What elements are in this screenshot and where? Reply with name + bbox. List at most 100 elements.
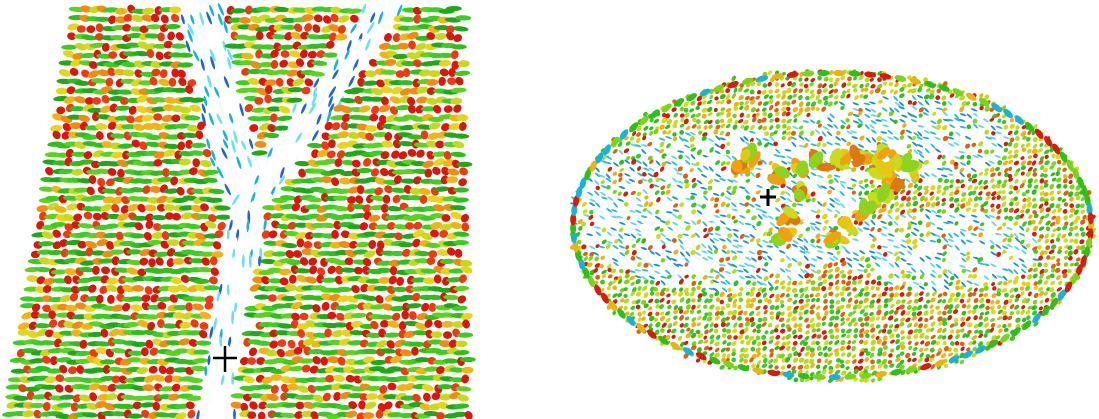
glyph [149, 76, 158, 86]
glyph [121, 61, 138, 68]
glyph [170, 176, 179, 186]
glyph [88, 175, 97, 185]
glyph [241, 67, 251, 76]
glyph [452, 187, 469, 193]
glyph [127, 203, 140, 212]
glyph [403, 184, 412, 194]
glyph [71, 151, 88, 157]
glyph [368, 96, 385, 102]
glyph [374, 187, 383, 196]
glyph [269, 113, 278, 123]
glyph [328, 86, 336, 98]
glyph [260, 44, 277, 50]
glyph [167, 239, 180, 247]
glyph [87, 70, 100, 78]
glyph [70, 59, 82, 67]
glyph [437, 52, 454, 59]
glyph [200, 58, 205, 71]
glyph [304, 78, 314, 87]
glyph [257, 194, 264, 205]
glyph [116, 89, 133, 95]
glyph [380, 69, 397, 75]
glyph [450, 87, 467, 93]
glyph [415, 105, 424, 114]
glyph [66, 203, 79, 211]
glyph [211, 149, 216, 161]
glyph [434, 33, 447, 40]
glyph [370, 12, 376, 23]
glyph [433, 25, 450, 31]
glyph [203, 95, 208, 106]
glyph [54, 206, 67, 213]
glyph [201, 113, 207, 126]
glyph [254, 140, 267, 148]
glyph [190, 14, 195, 25]
glyph [250, 61, 262, 69]
glyph [63, 195, 79, 201]
glyph [376, 31, 383, 42]
glyph [221, 147, 228, 159]
glyph [453, 34, 463, 43]
glyph [291, 178, 308, 184]
glyph [65, 148, 74, 158]
glyph [206, 21, 212, 33]
glyph [156, 195, 169, 204]
glyph [306, 197, 323, 203]
glyph [456, 161, 473, 167]
glyph [270, 59, 279, 69]
glyph [337, 25, 346, 34]
glyph [458, 178, 467, 187]
glyph [307, 142, 324, 149]
glyph [156, 203, 166, 212]
glyph [170, 43, 187, 49]
glyph [278, 106, 291, 114]
glyph [351, 66, 358, 77]
glyph [108, 15, 117, 25]
glyph [347, 196, 357, 204]
glyph [304, 23, 313, 32]
glyph [335, 33, 348, 41]
glyph [233, 130, 238, 144]
glyph [187, 29, 193, 43]
glyph [298, 168, 306, 178]
glyph [306, 34, 322, 40]
glyph [277, 130, 284, 141]
glyph [136, 95, 149, 103]
glyph [451, 60, 460, 70]
glyph [313, 78, 320, 88]
glyph [95, 123, 108, 130]
glyph [209, 48, 216, 62]
glyph [111, 203, 120, 213]
glyph [147, 196, 160, 204]
glyph [105, 77, 114, 87]
glyph [128, 105, 137, 115]
glyph [253, 167, 259, 178]
glyph [207, 197, 223, 203]
glyph [254, 97, 264, 105]
glyph [278, 175, 286, 185]
glyph [346, 40, 352, 52]
glyph [455, 15, 472, 21]
glyph [378, 11, 384, 25]
glyph [367, 21, 375, 34]
glyph [76, 25, 86, 33]
glyph [210, 104, 214, 116]
glyph [212, 39, 217, 50]
glyph [337, 131, 350, 139]
glyph [459, 167, 468, 176]
glyph [433, 104, 442, 114]
glyph [114, 105, 131, 111]
glyph [142, 7, 155, 15]
glyph [199, 160, 212, 168]
glyph [244, 5, 253, 15]
glyph [234, 175, 239, 187]
glyph [36, 205, 49, 213]
glyph [440, 175, 449, 185]
glyph [92, 97, 102, 105]
glyph [275, 77, 284, 87]
glyph [150, 13, 160, 23]
glyph [392, 33, 401, 43]
glyph [79, 52, 96, 59]
glyph [101, 188, 118, 194]
glyph [58, 168, 75, 175]
